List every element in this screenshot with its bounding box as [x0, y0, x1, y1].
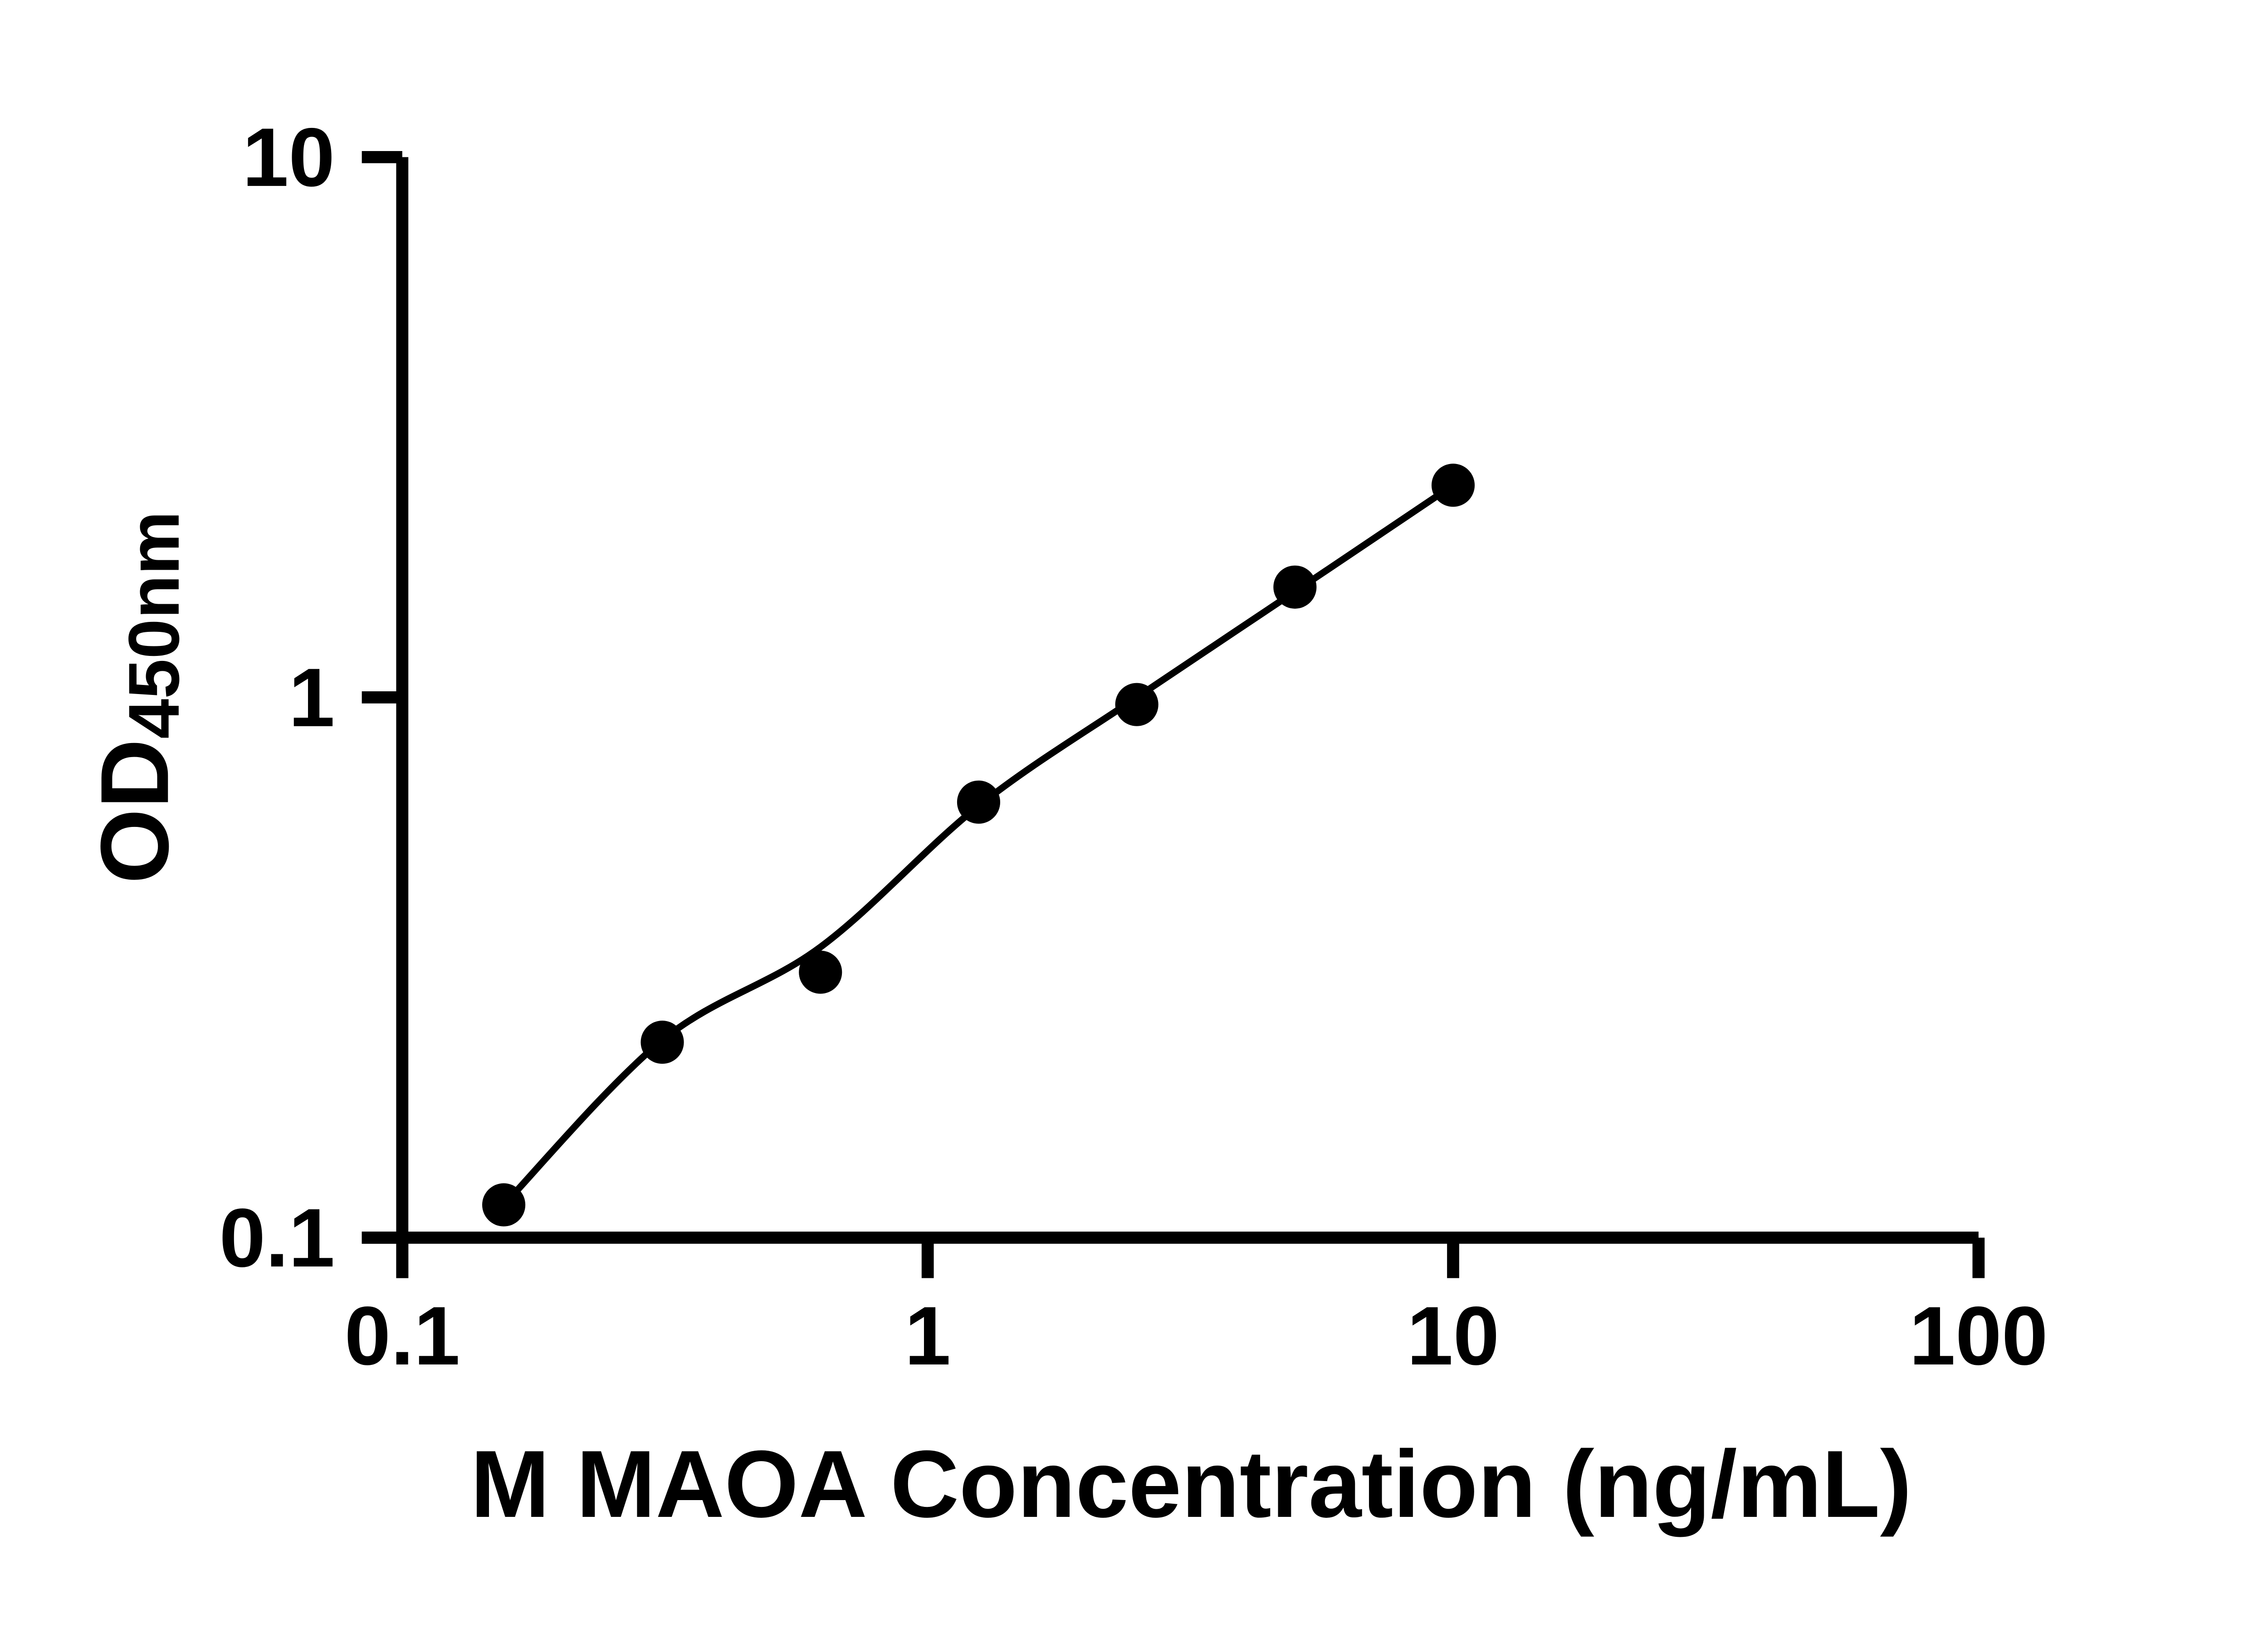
data-point [640, 1021, 684, 1064]
y-axis-title-main: OD [81, 739, 189, 884]
data-point [1115, 683, 1158, 726]
x-axis-ticks: 0.1 1 10 100 [344, 1237, 2048, 1382]
data-points [482, 464, 1475, 1227]
y-axis-ticks: 0.1 1 10 [219, 111, 402, 1284]
y-tick-label: 0.1 [219, 1191, 335, 1284]
x-axis-title: M MAOA Concentration (ng/mL) [470, 1431, 1912, 1537]
data-point [957, 780, 1001, 824]
x-tick-label: 10 [1407, 1289, 1500, 1382]
data-point [1273, 565, 1317, 609]
y-axis-title: OD450nm [81, 511, 194, 884]
x-tick-label: 0.1 [344, 1289, 460, 1382]
data-point [799, 950, 842, 994]
x-tick-label: 100 [1909, 1289, 2048, 1382]
y-tick-label: 1 [288, 651, 335, 744]
y-axis-title-sub: 450nm [113, 511, 194, 738]
data-point [1431, 464, 1475, 507]
axes: 0.1 1 10 100 0.1 1 10 [219, 111, 2048, 1382]
data-point [482, 1183, 526, 1227]
x-tick-label: 1 [904, 1289, 951, 1382]
y-tick-label: 10 [242, 111, 335, 204]
